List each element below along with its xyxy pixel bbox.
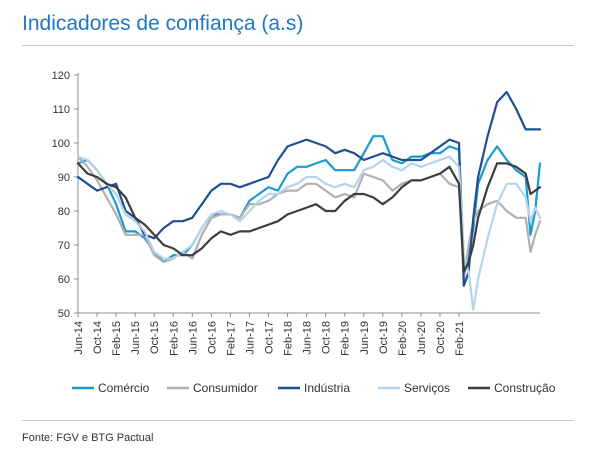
x-tick-label: Oct-15 (149, 321, 161, 354)
x-tick-label: Oct-20 (435, 321, 447, 354)
x-tick-label: Jun-16 (187, 321, 199, 355)
x-tick-label: Jun-17 (244, 321, 256, 355)
series-line-servicos (76, 155, 542, 311)
x-tick-label: Feb-21 (454, 321, 466, 356)
y-tick-label: 80 (58, 206, 70, 218)
chart-plot-area (76, 90, 542, 311)
x-tick-label: Jun-15 (130, 321, 142, 355)
title-divider (22, 45, 574, 46)
series-line-construcao (76, 162, 542, 274)
x-tick-label: Feb-16 (168, 321, 180, 356)
y-tick-label: 90 (58, 172, 70, 184)
y-tick-label: 110 (52, 104, 70, 116)
y-tick-label: 120 (52, 70, 70, 82)
chart-title: Indicadores de confiança (a.s) (22, 12, 304, 35)
chart-axes: 50 60 70 80 90 100 110 120 Jun-14 Oct-14 Feb-15 Jun… (52, 70, 540, 356)
legend-label: Comércio (98, 381, 150, 395)
x-tick-label: Oct-17 (264, 321, 276, 354)
x-tick-label: Jun-20 (416, 321, 428, 355)
series-line-consumidor (76, 155, 542, 281)
x-tick-label: Jun-18 (302, 321, 314, 355)
chart-legend: Comércio Consumidor Indústria Serviços Const… (72, 381, 556, 395)
x-tick-label: Oct-19 (378, 321, 390, 354)
y-tick-label: 100 (52, 138, 70, 150)
x-tick-label: Feb-15 (111, 321, 123, 356)
x-tick-label: Feb-17 (225, 321, 237, 356)
legend-label: Serviços (404, 381, 450, 395)
legend-label: Construção (494, 381, 556, 395)
x-tick-label: Feb-20 (397, 321, 409, 356)
footer-divider (22, 420, 574, 421)
legend-label: Indústria (304, 381, 350, 395)
x-tick-label: Feb-18 (283, 321, 295, 356)
series-line-industria (76, 90, 542, 287)
source-note: Fonte: FGV e BTG Pactual (22, 432, 154, 444)
x-tick-label: Oct-16 (206, 321, 218, 354)
x-tick-label: Jun-19 (359, 321, 371, 355)
x-tick-label: Oct-18 (321, 321, 333, 354)
x-tick-label: Feb-19 (340, 321, 352, 356)
legend-label: Consumidor (193, 381, 258, 395)
y-tick-label: 60 (58, 274, 70, 286)
x-tick-label: Oct-14 (92, 321, 104, 354)
y-tick-label: 50 (58, 308, 70, 320)
x-tick-label: Jun-14 (73, 321, 85, 355)
y-tick-label: 70 (58, 240, 70, 252)
